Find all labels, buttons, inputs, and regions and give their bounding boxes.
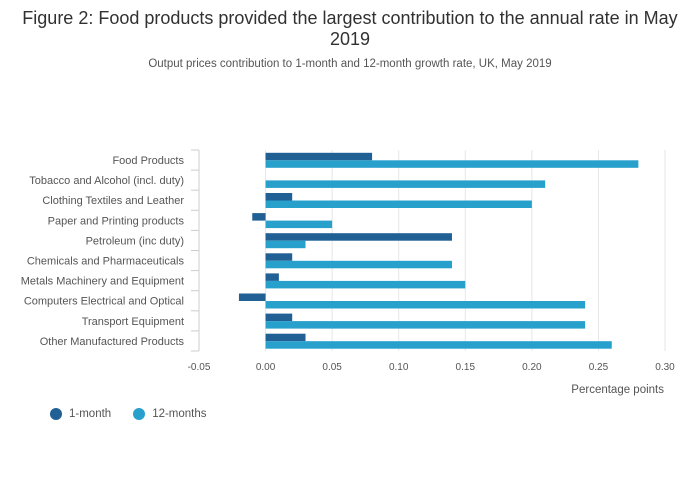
category-label: Metals Machinery and Equipment xyxy=(21,276,184,288)
category-label: Paper and Printing products xyxy=(48,215,185,227)
category-label: Computers Electrical and Optical xyxy=(24,296,184,308)
bar-1-month[interactable] xyxy=(252,213,266,221)
bar-12-months[interactable] xyxy=(265,321,586,329)
bar-1-month[interactable] xyxy=(265,193,293,201)
bar-12-months[interactable] xyxy=(265,220,333,229)
legend-item-1-month[interactable]: 1-month xyxy=(50,408,111,420)
bar-1-month[interactable] xyxy=(238,293,266,302)
tick-labels: -0.05 0.00 0.05 0.10 0.15 0.20 0.25 0.30 xyxy=(188,362,676,373)
bar-1-month[interactable] xyxy=(265,313,293,322)
legend-item-12-months[interactable]: 12-months xyxy=(133,408,207,420)
bar-12-months[interactable] xyxy=(265,200,532,209)
bar-12-months[interactable] xyxy=(265,301,586,309)
grid-lines xyxy=(265,150,666,351)
bar-12-months[interactable] xyxy=(265,260,452,269)
bars xyxy=(238,152,639,349)
x-tick-label: 0.25 xyxy=(589,362,609,373)
x-tick-label: -0.05 xyxy=(188,362,211,373)
category-label: Transport Equipment xyxy=(82,316,184,328)
category-label: Clothing Textiles and Leather xyxy=(42,195,184,207)
x-tick-label: 0.00 xyxy=(256,362,276,373)
bar-1-month[interactable] xyxy=(265,273,279,281)
category-label: Food Products xyxy=(112,155,184,167)
bar-12-months[interactable] xyxy=(265,160,639,168)
bar-1-month[interactable] xyxy=(265,233,452,241)
chart-subtitle: Output prices contribution to 1-month an… xyxy=(148,58,552,70)
legend-label-12-months: 12-months xyxy=(152,408,207,420)
x-axis-title: Percentage points xyxy=(571,384,664,396)
bar-1-month[interactable] xyxy=(265,253,293,261)
legend-swatch-1-month xyxy=(50,408,62,420)
category-label: Tobacco and Alcohol (incl. duty) xyxy=(29,175,184,187)
x-tick-label: 0.05 xyxy=(322,362,342,373)
chart-title: Figure 2: Food products provided the lar… xyxy=(22,8,678,49)
bar-1-month[interactable] xyxy=(265,333,306,342)
bar-12-months[interactable] xyxy=(265,240,306,249)
category-label: Chemicals and Pharmaceuticals xyxy=(27,256,185,268)
bar-chart: Food Products Tobacco and Alcohol (incl. … xyxy=(21,149,676,396)
legend: 1-month 12-months xyxy=(50,408,207,420)
axes xyxy=(191,149,200,352)
legend-swatch-12-months xyxy=(133,408,146,420)
x-tick-label: 0.15 xyxy=(456,362,476,373)
x-tick-label: 0.30 xyxy=(655,362,675,373)
bar-1-month[interactable] xyxy=(265,152,373,161)
legend-label-1-month: 1-month xyxy=(69,408,112,420)
category-labels: Food Products Tobacco and Alcohol (incl. … xyxy=(21,155,185,348)
category-label: Petroleum (inc duty) xyxy=(86,235,184,247)
x-tick-label: 0.10 xyxy=(389,362,409,373)
x-tick-label: 0.20 xyxy=(522,362,542,373)
bar-12-months[interactable] xyxy=(265,280,466,289)
bar-12-months[interactable] xyxy=(265,180,546,188)
bar-12-months[interactable] xyxy=(265,341,612,349)
category-label: Other Manufactured Products xyxy=(40,336,185,348)
